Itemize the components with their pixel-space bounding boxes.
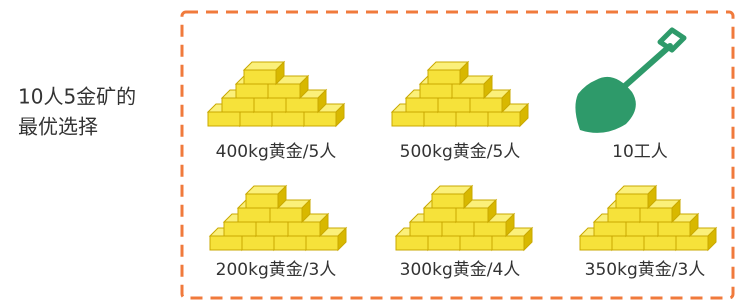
mine-label: 200kg黄金/3人 [216,260,337,280]
illustration: 10人5金矿的 最优选择 400kg黄金/5人 500kg黄金/5人 10工人 … [0,0,745,307]
mine-label: 400kg黄金/5人 [216,142,337,162]
gold-pile [210,186,346,250]
shovel [575,30,684,133]
gold-pile [580,186,716,250]
gold-pile [396,186,532,250]
gold-pile [392,62,528,126]
mine-label: 350kg黄金/3人 [585,260,706,280]
mine-label: 500kg黄金/5人 [400,142,521,162]
mine-label: 300kg黄金/4人 [400,260,521,280]
workers-label: 10工人 [612,142,668,162]
title-line: 最优选择 [18,115,98,139]
title-line: 10人5金矿的 [18,85,136,109]
gold-pile [208,62,344,126]
